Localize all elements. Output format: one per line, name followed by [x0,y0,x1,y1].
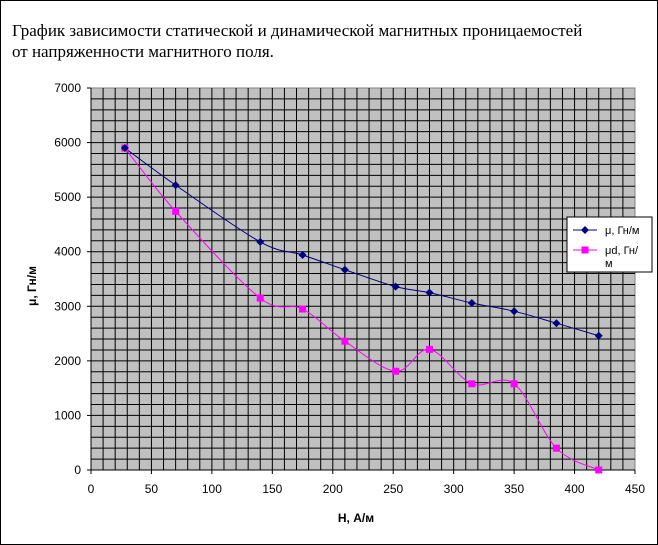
series-1-point [171,181,180,190]
y-axis-label: μ, Гн/м [25,266,39,306]
y-tick-label: 0 [74,463,81,477]
x-tick-label: 100 [202,482,222,496]
series-1-point [298,250,307,259]
y-tick-label: 7000 [54,81,81,95]
series-1-point [552,319,561,328]
chart-title-line-1: График зависимости статической и динамич… [12,21,583,40]
series-1-point [340,265,349,274]
chart-title-line-2: от напряженности магнитного поля. [12,42,274,61]
x-tick-label: 450 [625,482,645,496]
series-2-point [392,367,400,375]
series-1-point [467,299,476,308]
y-tick-label: 4000 [54,245,81,259]
x-tick-label: 250 [383,482,403,496]
x-tick-label: 200 [323,482,343,496]
series-2-point [595,466,603,474]
series-2-point [510,380,518,388]
legend-label-1: μ, Гн/м [605,225,639,237]
series-2-point [425,345,433,353]
y-tick-label: 5000 [54,190,81,204]
series-2-point [256,294,264,302]
x-tick-label: 150 [262,482,282,496]
x-tick-label: 0 [88,482,95,496]
x-axis-label: H, А/м [338,511,374,525]
series-2-point [172,207,180,215]
y-tick-label: 1000 [54,408,81,422]
series-2-point [552,444,560,452]
plot-area [90,87,636,471]
series-1-point [594,331,603,340]
x-tick-label: 300 [444,482,464,496]
legend-label-2: μd, Гн/м [605,245,639,270]
legend-marker [581,226,589,234]
series-2-point [468,380,476,388]
legend-box [566,216,653,273]
series-2-point [341,337,349,345]
y-tick-label: 2000 [54,354,81,368]
series-1-point [510,307,519,316]
y-tick-label: 6000 [54,136,81,150]
x-tick-label: 350 [504,482,524,496]
series-1-point [256,237,265,246]
series-2-point [299,305,307,313]
series-1-point [425,288,434,297]
series-1-point [120,144,129,153]
chart-title: График зависимости статической и динамич… [12,20,652,62]
y-tick-label: 3000 [54,299,81,313]
series-line-2 [124,147,599,471]
x-tick-label: 400 [565,482,585,496]
series-1-point [391,282,400,291]
x-tick-label: 50 [145,482,159,496]
legend-marker [581,246,589,254]
